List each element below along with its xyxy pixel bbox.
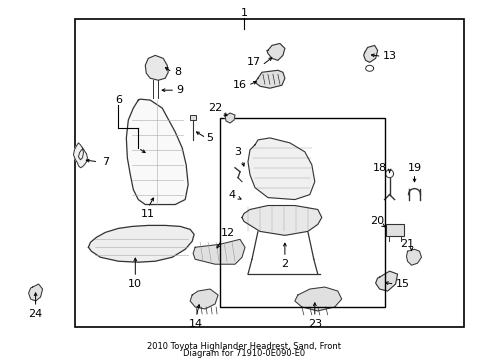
Text: 2: 2 <box>281 259 288 269</box>
Bar <box>75 19 464 327</box>
Polygon shape <box>406 249 421 265</box>
Polygon shape <box>193 239 244 264</box>
Text: 23: 23 <box>307 319 321 329</box>
Bar <box>385 224 403 237</box>
Text: 11: 11 <box>141 210 155 220</box>
Text: 9: 9 <box>176 85 183 95</box>
Text: 3: 3 <box>234 147 241 157</box>
Text: 6: 6 <box>115 95 122 105</box>
Text: 14: 14 <box>189 319 203 329</box>
Polygon shape <box>294 287 341 311</box>
Text: 18: 18 <box>372 163 386 173</box>
Polygon shape <box>29 284 42 301</box>
Polygon shape <box>266 44 285 60</box>
Text: 10: 10 <box>128 279 142 289</box>
Text: 22: 22 <box>207 103 222 113</box>
Polygon shape <box>254 70 285 88</box>
Bar <box>190 115 196 120</box>
Polygon shape <box>73 143 87 168</box>
Text: 16: 16 <box>233 80 246 90</box>
Polygon shape <box>247 138 314 199</box>
Polygon shape <box>145 55 168 80</box>
Text: 4: 4 <box>228 190 235 199</box>
Text: 21: 21 <box>400 239 414 249</box>
Polygon shape <box>88 225 194 262</box>
Polygon shape <box>375 271 397 291</box>
Text: 5: 5 <box>206 133 213 143</box>
Text: 7: 7 <box>102 157 109 167</box>
Polygon shape <box>242 206 321 235</box>
Text: 20: 20 <box>370 216 384 226</box>
Text: 1: 1 <box>240 8 247 18</box>
Polygon shape <box>224 113 235 123</box>
Text: 17: 17 <box>246 57 261 67</box>
Text: 8: 8 <box>174 67 182 77</box>
Text: 2010 Toyota Highlander Headrest, Sand, Front: 2010 Toyota Highlander Headrest, Sand, F… <box>147 342 340 351</box>
Polygon shape <box>363 45 377 62</box>
Text: 19: 19 <box>407 163 421 173</box>
Polygon shape <box>126 99 188 204</box>
Text: 13: 13 <box>382 51 396 61</box>
Text: 12: 12 <box>221 228 235 238</box>
Bar <box>220 118 384 307</box>
Text: Diagram for 71910-0E090-E0: Diagram for 71910-0E090-E0 <box>183 349 305 358</box>
Text: 15: 15 <box>395 279 409 289</box>
Polygon shape <box>190 289 218 309</box>
Text: 24: 24 <box>28 309 42 319</box>
